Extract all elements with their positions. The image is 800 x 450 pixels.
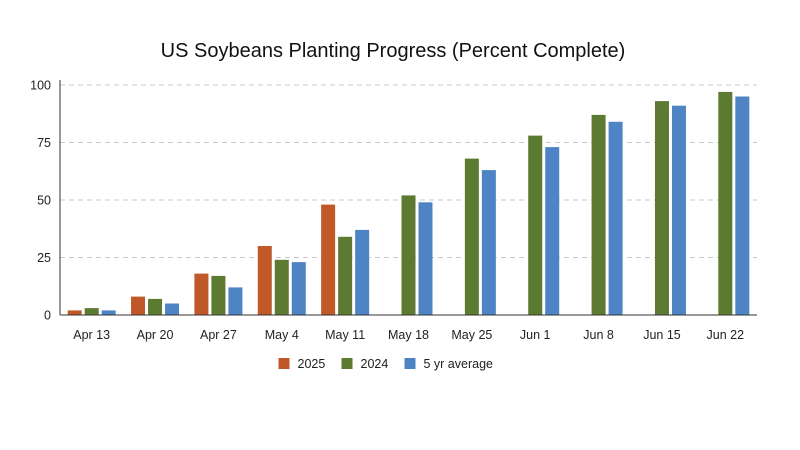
- bar-2024: [591, 114, 606, 316]
- bar-2024: [718, 91, 733, 316]
- legend-label: 2025: [298, 357, 326, 371]
- bar-5-yr-average: [418, 202, 433, 315]
- bar-5-yr-average: [355, 229, 370, 315]
- x-tick-label: Apr 13: [73, 328, 110, 342]
- bar-2024: [464, 158, 479, 315]
- y-tick-label: 50: [37, 194, 51, 208]
- bar-2025: [321, 204, 336, 315]
- x-tick-label: Apr 27: [200, 328, 237, 342]
- legend: 2025 2024 5 yr average: [278, 357, 494, 371]
- bar-5-yr-average: [545, 147, 560, 315]
- legend-label: 2024: [361, 357, 389, 371]
- y-tick-label: 100: [30, 79, 51, 93]
- bar-2025: [67, 310, 82, 315]
- bar-2024: [654, 101, 669, 315]
- bar-5-yr-average: [608, 121, 623, 315]
- bar-2025: [194, 273, 209, 315]
- bar-5-yr-average: [291, 262, 306, 315]
- y-tick-label: 0: [44, 309, 51, 323]
- bar-2024: [274, 259, 289, 315]
- legend-swatch: [404, 358, 416, 369]
- x-tick-label: Jun 22: [707, 328, 745, 342]
- x-tick-label: Jun 8: [583, 328, 614, 342]
- bar-2025: [257, 246, 272, 315]
- x-tick-label: May 18: [388, 328, 429, 342]
- bar-2025: [131, 296, 146, 315]
- bar-5-yr-average: [101, 310, 116, 315]
- bar-5-yr-average: [228, 287, 243, 315]
- bar-5-yr-average: [481, 170, 496, 315]
- legend-swatch: [278, 358, 290, 369]
- legend-swatch: [341, 358, 353, 369]
- x-tick-label: Jun 15: [643, 328, 681, 342]
- chart-title: US Soybeans Planting Progress (Percent C…: [161, 40, 626, 62]
- y-tick-label: 75: [37, 136, 51, 150]
- bar-2024: [528, 135, 543, 315]
- bar-2024: [338, 236, 353, 315]
- bars: [67, 91, 750, 316]
- axes: 0 25 50 75 100 Apr 13 Apr 20 Apr 27 May 4 May 11 M…: [30, 79, 757, 342]
- y-tick-label: 25: [37, 251, 51, 265]
- x-tick-label: May 25: [451, 328, 492, 342]
- x-tick-label: Jun 1: [520, 328, 551, 342]
- bar-5-yr-average: [671, 105, 686, 315]
- bar-5-yr-average: [735, 96, 750, 315]
- bar-5-yr-average: [165, 303, 180, 315]
- legend-label: 5 yr average: [424, 357, 494, 371]
- x-tick-label: May 4: [265, 328, 299, 342]
- x-tick-label: Apr 20: [137, 328, 174, 342]
- bar-2024: [148, 298, 163, 315]
- x-tick-label: May 11: [325, 328, 365, 342]
- bar-2024: [401, 195, 416, 315]
- bar-2024: [84, 308, 99, 315]
- gridlines: [60, 84, 757, 258]
- bar-2024: [211, 275, 226, 315]
